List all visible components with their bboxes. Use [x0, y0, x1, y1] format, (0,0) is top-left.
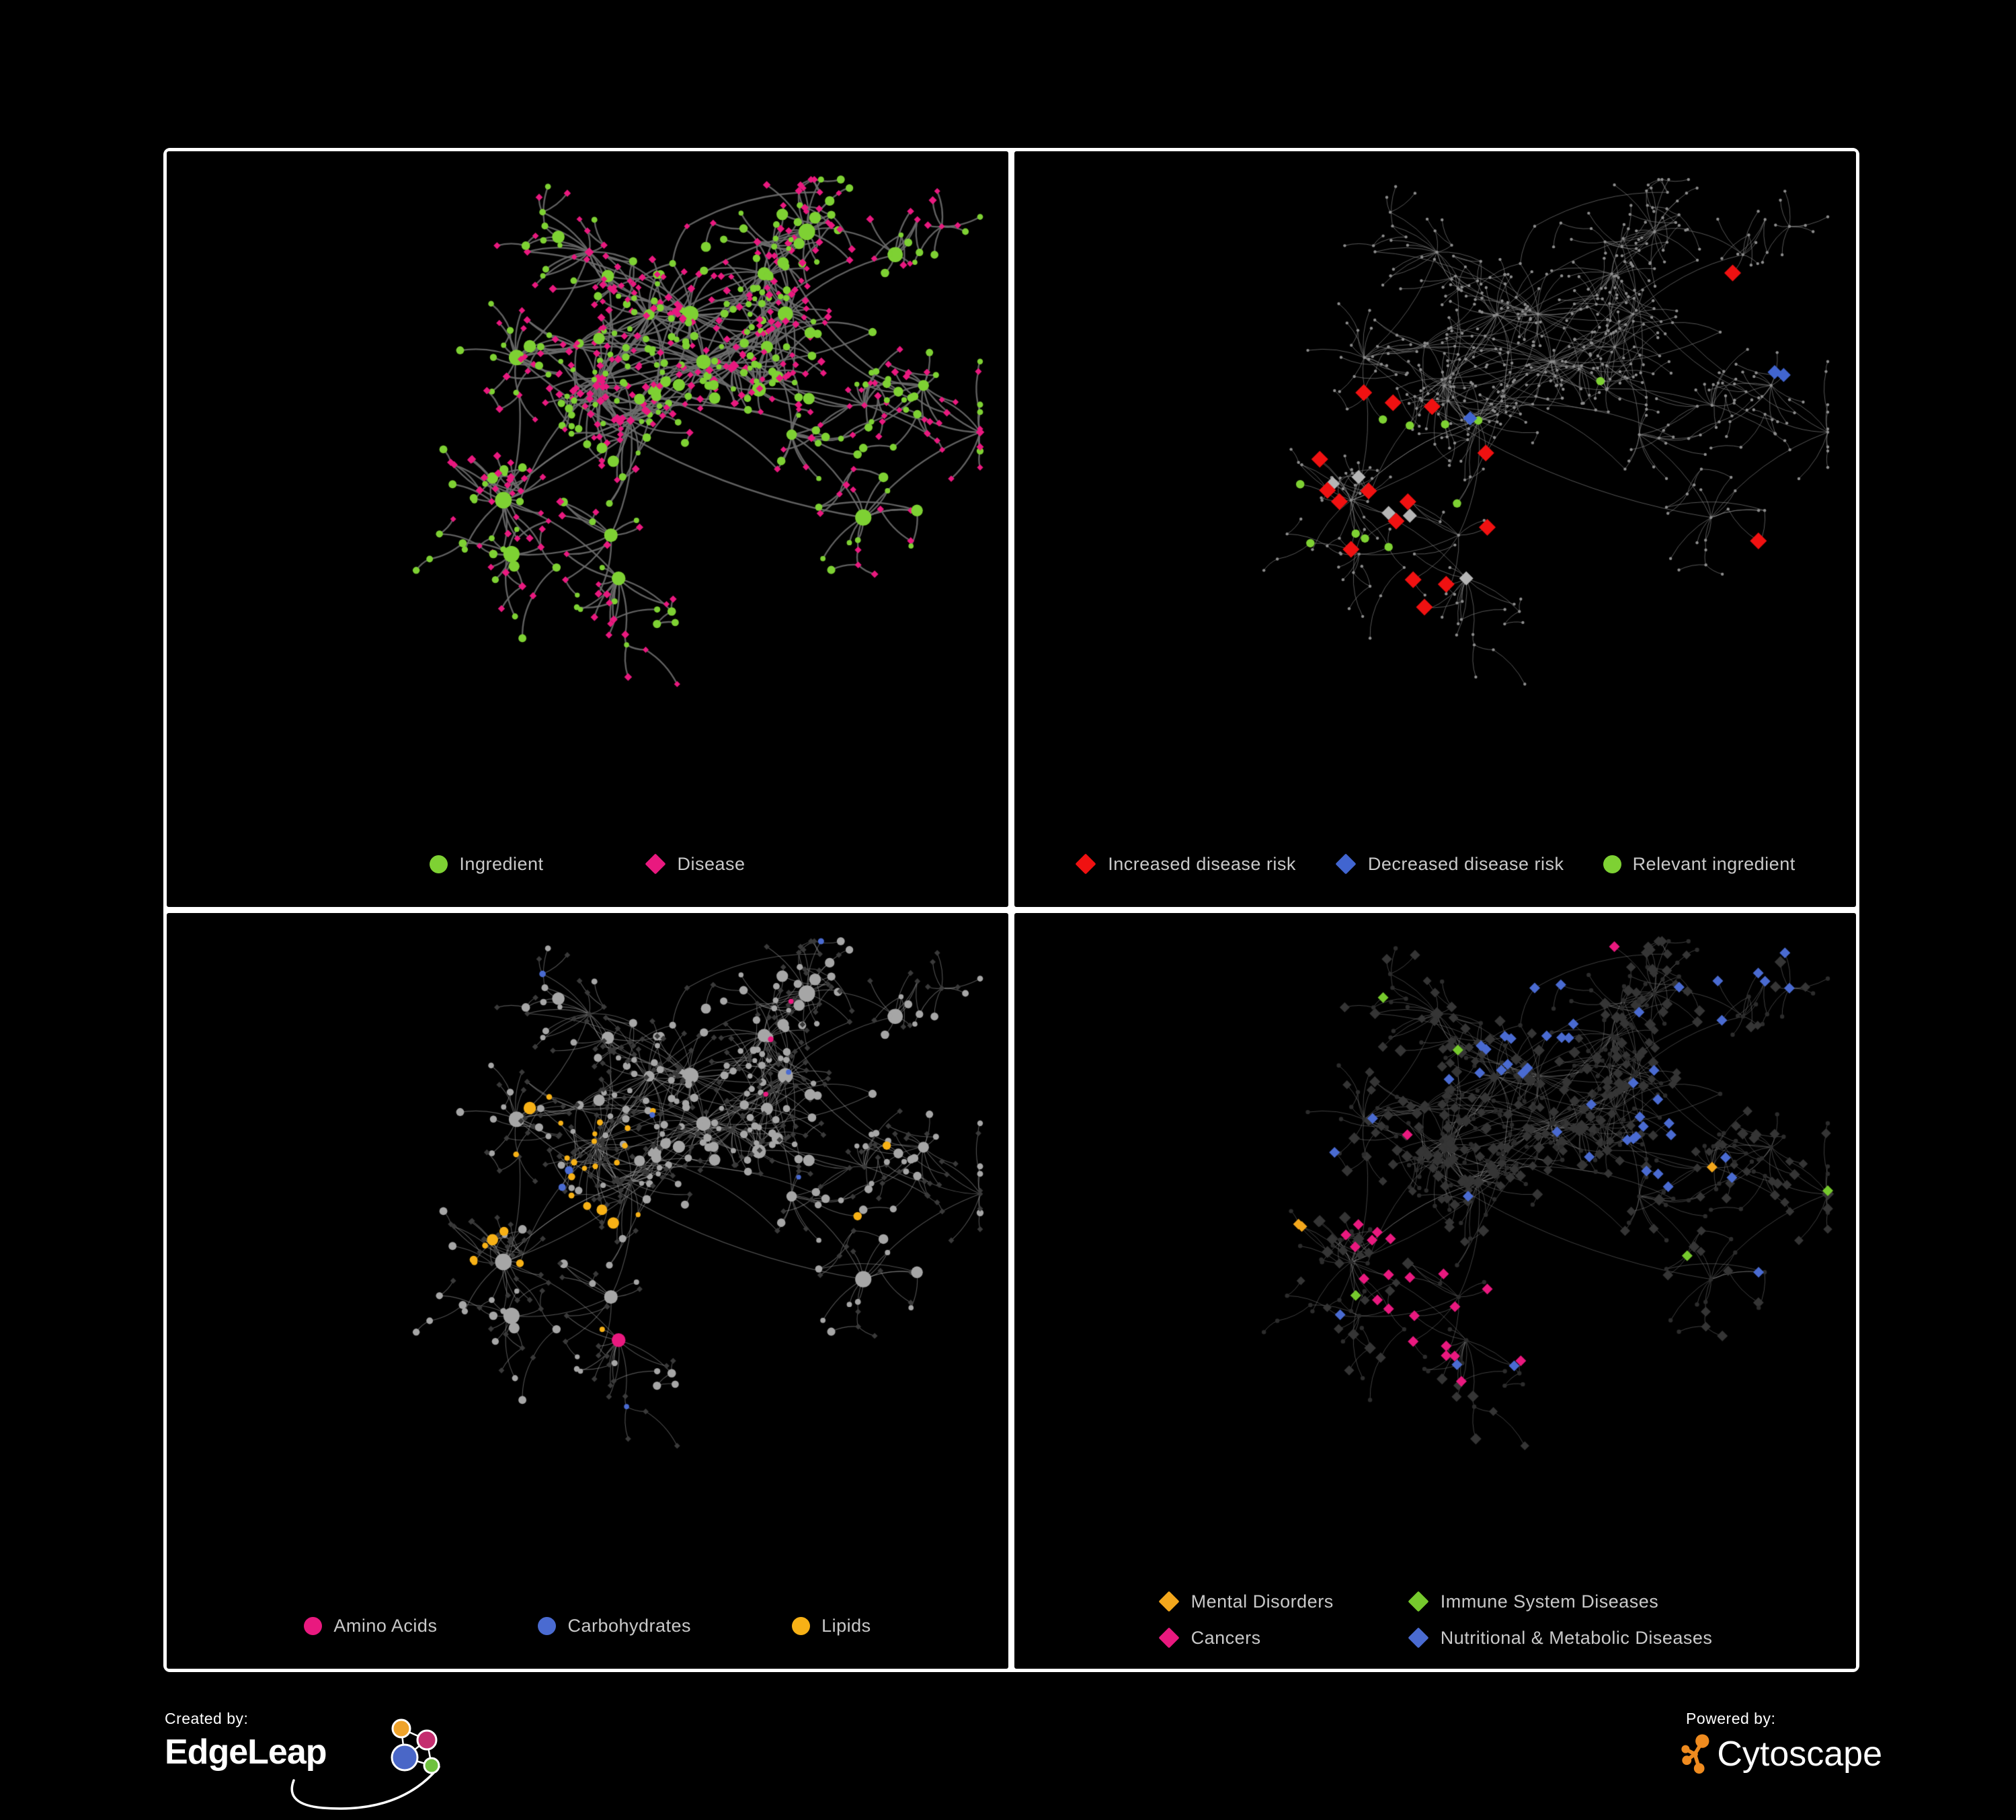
legend-ingredient-disease: Ingredient Disease	[167, 853, 1008, 875]
immune-diseases-marker-icon	[1408, 1591, 1429, 1612]
legend-nutrient-classes: Amino Acids Carbohydrates Lipids	[167, 1616, 1008, 1636]
legend-disease-risk: Increased disease risk Decreased disease…	[1014, 853, 1856, 875]
legend-item: Cancers	[1158, 1627, 1334, 1649]
carbohydrates-marker-icon	[538, 1617, 557, 1635]
legend-label: Relevant ingredient	[1632, 853, 1796, 874]
legend-label: Nutritional & Metabolic Diseases	[1440, 1627, 1713, 1648]
legend-label: Decreased disease risk	[1367, 853, 1564, 874]
edgeleap-logo-icon	[290, 1718, 440, 1810]
legend-item: Carbohydrates	[538, 1616, 691, 1636]
cytoscape-logo-icon	[1681, 1734, 1709, 1774]
legend-label: Lipids	[821, 1616, 871, 1636]
lipids-marker-icon	[792, 1617, 811, 1635]
network-canvas-ingredient-disease	[167, 151, 1008, 907]
legend-item: Disease	[644, 853, 745, 875]
legend-item: Immune System Diseases	[1408, 1591, 1713, 1612]
cytoscape-brand: Cytoscape	[1717, 1735, 1882, 1774]
disease-marker-icon	[644, 853, 666, 875]
powered-by-block: Powered by: Cytoscape	[1681, 1710, 1882, 1790]
legend-item: Ingredient	[430, 854, 543, 875]
nutritional-metabolic-marker-icon	[1408, 1627, 1429, 1649]
network-canvas-nutrient-classes	[167, 913, 1008, 1669]
legend-label: Mental Disorders	[1191, 1591, 1334, 1612]
amino-acids-marker-icon	[304, 1617, 323, 1635]
decreased-risk-marker-icon	[1335, 853, 1357, 875]
legend-label: Ingredient	[459, 853, 544, 874]
legend-label: Amino Acids	[333, 1616, 438, 1636]
legend-item: Amino Acids	[304, 1616, 437, 1636]
cytoscape-row: Cytoscape	[1681, 1732, 1882, 1776]
legend-item: Decreased disease risk	[1335, 853, 1564, 875]
increased-risk-marker-icon	[1075, 853, 1096, 875]
panel-ingredient-disease: Ingredient Disease	[167, 151, 1008, 907]
legend-label: Immune System Diseases	[1440, 1591, 1659, 1612]
legend-item: Increased disease risk	[1075, 853, 1296, 875]
ingredient-marker-icon	[430, 855, 448, 873]
mental-disorders-marker-icon	[1158, 1591, 1180, 1612]
relevant-ingredient-marker-icon	[1603, 855, 1621, 873]
legend-item: Relevant ingredient	[1603, 854, 1796, 875]
panel-nutrient-classes: Amino Acids Carbohydrates Lipids	[167, 913, 1008, 1669]
legend-label: Carbohydrates	[567, 1616, 692, 1636]
legend-item: Nutritional & Metabolic Diseases	[1408, 1627, 1713, 1649]
panel-disease-risk: Increased disease risk Decreased disease…	[1014, 151, 1856, 907]
legend-item: Lipids	[792, 1616, 871, 1636]
powered-by-label: Powered by:	[1686, 1710, 1776, 1727]
legend-label: Disease	[677, 853, 745, 874]
created-by-block: Created by: EdgeLeap	[165, 1710, 440, 1817]
legend-label: Increased disease risk	[1108, 853, 1296, 874]
network-canvas-disease-categories	[1014, 913, 1856, 1669]
legend-item: Mental Disorders	[1158, 1591, 1334, 1612]
created-by-label: Created by:	[165, 1710, 249, 1727]
network-canvas-disease-risk	[1014, 151, 1856, 907]
edgeleap-brand: EdgeLeap	[165, 1733, 327, 1772]
panel-grid: Ingredient Disease Increased disease ris…	[163, 148, 1859, 1672]
legend-label: Cancers	[1191, 1627, 1261, 1648]
cancers-marker-icon	[1158, 1627, 1180, 1649]
legend-disease-categories: Mental Disorders Immune System Diseases …	[1014, 1591, 1856, 1649]
panel-disease-categories: Mental Disorders Immune System Diseases …	[1014, 913, 1856, 1669]
